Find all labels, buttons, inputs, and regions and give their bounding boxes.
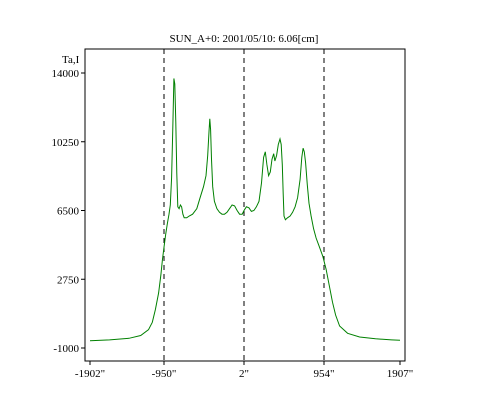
- y-tick-label: 10250: [52, 137, 80, 149]
- plot-frame: [84, 48, 406, 362]
- y-tick-label: -1000: [53, 343, 79, 355]
- x-axis: -1902" -950" 2" 954" 1907": [75, 361, 413, 380]
- vertical-markers: [163, 49, 325, 361]
- x-tick-label: 2": [239, 368, 249, 380]
- y-tick-label: 2750: [57, 274, 80, 286]
- series-line: [89, 78, 401, 342]
- x-tick-label: 954": [314, 368, 335, 380]
- x-tick-label: -1902": [75, 368, 105, 380]
- x-tick-label: -950": [152, 368, 177, 380]
- chart-title: SUN_A+0: 2001/05/10: 6.06[cm]: [170, 33, 319, 45]
- plot-area: [89, 78, 401, 342]
- y-tick-label: 14000: [52, 68, 80, 80]
- y-axis-label: Ta,I: [62, 54, 80, 66]
- x-tick-label: 1907": [387, 368, 414, 380]
- y-tick-label: 6500: [57, 206, 80, 218]
- y-axis: -1000 2750 6500 10250 14000: [52, 68, 85, 355]
